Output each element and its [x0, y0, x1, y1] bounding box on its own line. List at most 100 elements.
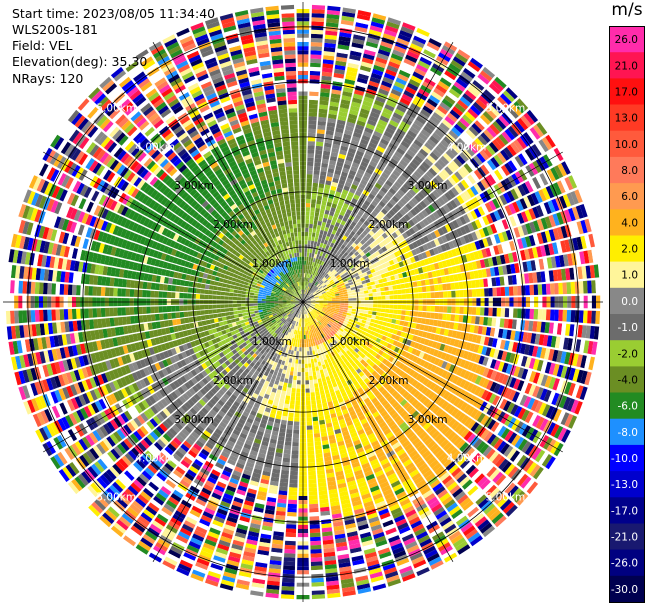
ray-gate [482, 111, 494, 123]
ray-gate [381, 208, 388, 215]
ray-gate [350, 267, 356, 272]
ray-gate [337, 227, 343, 233]
ray-gate [400, 65, 413, 75]
ray-gate [552, 349, 559, 362]
ray-gate [467, 307, 473, 315]
ray-gate [351, 236, 357, 243]
ray-gate [344, 212, 350, 219]
ray-gate [450, 282, 456, 290]
ray-gate [315, 272, 319, 277]
ray-gate [291, 346, 295, 351]
ray-gate [339, 319, 344, 324]
ray-gate [303, 269, 306, 274]
ray-gate [579, 251, 586, 265]
ray-gate [338, 111, 348, 118]
ray-gate [286, 370, 290, 375]
ray-gate [480, 288, 485, 297]
ray-gate [338, 310, 344, 314]
ray-gate [502, 265, 508, 275]
ray-gate [487, 174, 497, 185]
ray-gate [308, 363, 312, 368]
ray-gate [392, 340, 399, 346]
ray-gate [556, 410, 566, 424]
ray-gate [400, 266, 406, 273]
ray-gate [482, 226, 490, 237]
ray-gate [330, 273, 335, 278]
ray-gate [440, 155, 450, 165]
ray-gate [338, 214, 344, 220]
ray-gate [493, 349, 500, 359]
ray-gate [366, 282, 372, 287]
ray-gate [359, 251, 365, 257]
ray-gate [467, 372, 475, 382]
ray-gate [521, 224, 529, 236]
ray-gate [364, 266, 370, 272]
ray-gate [397, 304, 402, 310]
ray-gate [389, 119, 399, 128]
ray-gate [307, 437, 314, 443]
ray-gate [324, 312, 329, 316]
ray-gate [476, 152, 486, 163]
ray-gate [425, 122, 436, 132]
ray-gate [316, 229, 320, 234]
ray-gate [475, 307, 481, 316]
ray-gate [448, 355, 455, 363]
ray-gate [363, 131, 372, 138]
ray-gate [290, 400, 295, 405]
ray-gate [305, 290, 308, 295]
ray-gate [415, 274, 421, 281]
ray-gate [305, 376, 309, 381]
ray-gate [434, 199, 443, 208]
ray-gate [361, 319, 367, 324]
ray-gate [465, 64, 478, 76]
ray-gate [336, 48, 349, 55]
ray-gate [509, 240, 516, 251]
ray-gate [389, 92, 400, 101]
ray-gate [471, 221, 479, 231]
ray-gate [490, 223, 498, 234]
ray-gate [323, 150, 331, 156]
ray-gate [437, 320, 443, 327]
ray-gate [310, 203, 316, 208]
ray-gate [349, 316, 355, 320]
ray-gate [430, 285, 435, 292]
ray-gate [362, 236, 369, 243]
ray-gate [536, 321, 542, 333]
ray-gate [376, 123, 386, 131]
ray-gate [469, 252, 476, 261]
ray-gate [384, 308, 390, 313]
ray-gate [432, 247, 439, 255]
ray-gate [362, 272, 368, 277]
ray-gate [314, 281, 318, 286]
ray-gate [336, 123, 345, 130]
ray-gate [316, 370, 320, 375]
ray-gate [470, 104, 482, 116]
ray-gate [340, 145, 349, 152]
ray-gate [362, 230, 369, 236]
ray-gate [316, 133, 325, 139]
ray-gate [401, 247, 408, 254]
ray-gate [333, 278, 339, 283]
ray-gate [343, 240, 348, 247]
ray-gate [500, 164, 511, 176]
ray-gate [335, 306, 340, 309]
ray-gate [494, 99, 506, 111]
ray-gate [413, 170, 422, 179]
ray-gate [279, 364, 284, 370]
ray-gate [306, 343, 309, 348]
ray-gate [433, 238, 441, 247]
ray-gate [471, 261, 478, 270]
ray-gate [453, 256, 460, 265]
ray-gate [305, 290, 308, 295]
ray-gate [319, 100, 329, 106]
ray-gate [540, 271, 546, 283]
ray-gate [424, 45, 438, 55]
ray-gate [482, 66, 496, 79]
ray-gate [285, 437, 292, 442]
ray-gate [484, 307, 489, 316]
ray-gate [380, 138, 389, 146]
ray-gate [435, 254, 442, 262]
ray-gate [500, 149, 510, 161]
ray-gate [406, 50, 420, 60]
ray-gate [386, 201, 394, 209]
